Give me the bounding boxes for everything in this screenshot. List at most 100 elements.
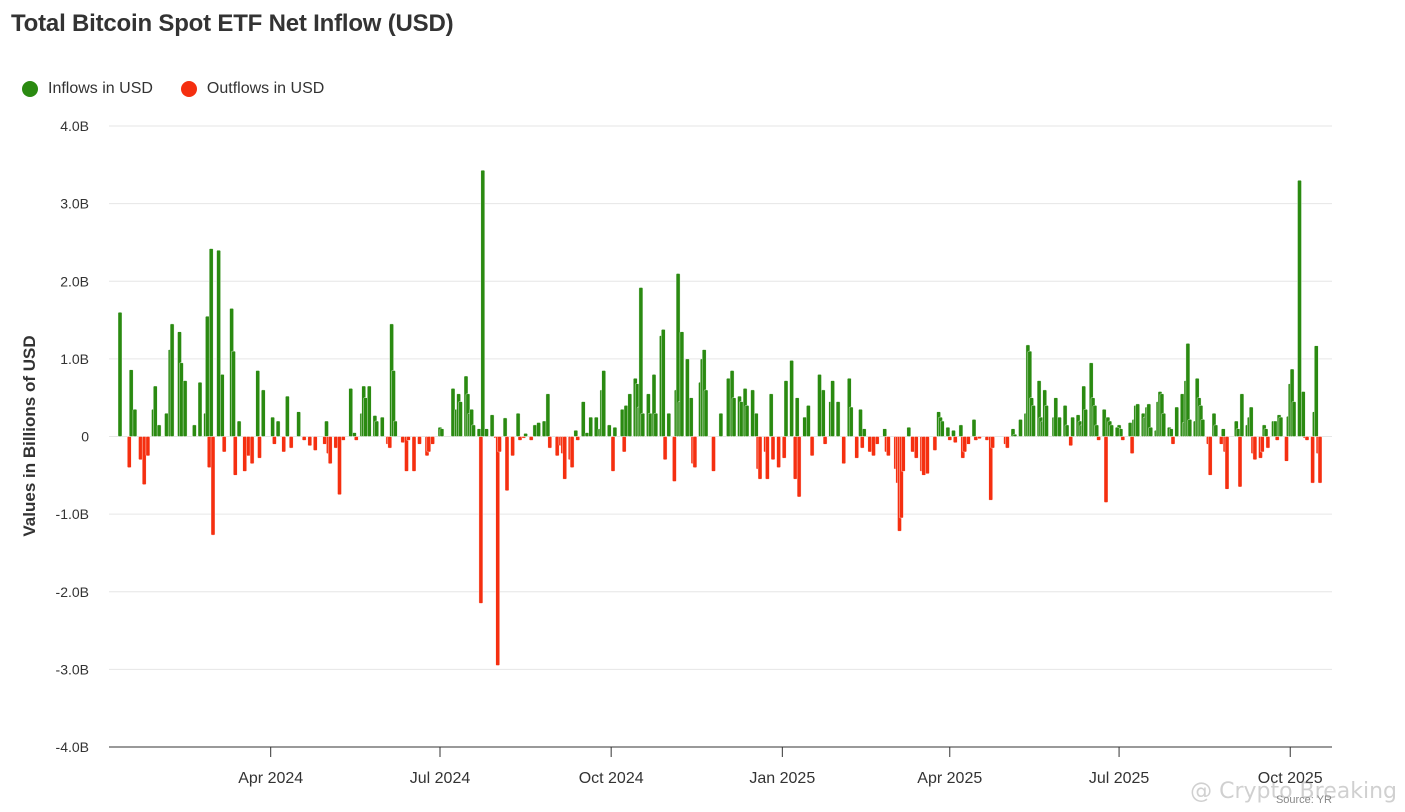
- bar-inflow[interactable]: [275, 420, 281, 437]
- bar-outflow[interactable]: [947, 436, 952, 441]
- bar-outflow[interactable]: [1129, 436, 1135, 454]
- bar-inflow[interactable]: [502, 417, 508, 437]
- bar-inflow[interactable]: [1297, 180, 1302, 437]
- bar-outflow[interactable]: [692, 436, 698, 468]
- bar-inflow[interactable]: [208, 248, 214, 437]
- bar-inflow[interactable]: [393, 420, 398, 437]
- bar-inflow[interactable]: [940, 420, 945, 437]
- bar-outflow[interactable]: [1224, 436, 1230, 490]
- bar-inflow[interactable]: [806, 405, 811, 437]
- bar-outflow[interactable]: [966, 436, 971, 445]
- bar-outflow[interactable]: [1304, 436, 1310, 441]
- bar-inflow[interactable]: [830, 380, 835, 437]
- bar-inflow[interactable]: [744, 405, 750, 437]
- bar-inflow[interactable]: [584, 432, 590, 437]
- bar-outflow[interactable]: [210, 436, 216, 536]
- bar-outflow[interactable]: [672, 436, 677, 482]
- bar-inflow[interactable]: [1109, 424, 1114, 437]
- bar-outflow[interactable]: [822, 436, 828, 445]
- bar-outflow[interactable]: [328, 436, 333, 464]
- bar-inflow[interactable]: [1064, 424, 1070, 437]
- bar-inflow[interactable]: [489, 414, 495, 437]
- bar-inflow[interactable]: [1127, 422, 1133, 437]
- bar-outflow[interactable]: [1274, 436, 1280, 441]
- bar-outflow[interactable]: [809, 436, 815, 457]
- bar-outflow[interactable]: [555, 436, 560, 457]
- bar-outflow[interactable]: [569, 436, 575, 468]
- bar-outflow[interactable]: [776, 436, 781, 468]
- bar-inflow[interactable]: [1185, 343, 1191, 437]
- bar-inflow[interactable]: [689, 397, 694, 437]
- bar-inflow[interactable]: [255, 370, 260, 437]
- bar-outflow[interactable]: [925, 436, 930, 474]
- bar-outflow[interactable]: [1170, 436, 1176, 445]
- bar-outflow[interactable]: [1068, 436, 1073, 447]
- bar-inflow[interactable]: [471, 424, 476, 437]
- bar-inflow[interactable]: [945, 427, 951, 437]
- bar-inflow[interactable]: [192, 424, 197, 437]
- bar-inflow[interactable]: [391, 370, 396, 437]
- bar-inflow[interactable]: [1118, 428, 1124, 437]
- bar-outflow[interactable]: [875, 436, 880, 445]
- bar-outflow[interactable]: [547, 436, 552, 449]
- bar-outflow[interactable]: [281, 436, 286, 453]
- bar-inflow[interactable]: [542, 420, 547, 437]
- bar-inflow[interactable]: [638, 287, 644, 437]
- bar-inflow[interactable]: [581, 401, 586, 437]
- bar-inflow[interactable]: [1200, 419, 1206, 437]
- bar-outflow[interactable]: [246, 436, 251, 457]
- bar-outflow[interactable]: [610, 436, 616, 472]
- bar-inflow[interactable]: [153, 385, 158, 437]
- bar-inflow[interactable]: [802, 416, 807, 437]
- bar-inflow[interactable]: [1161, 413, 1166, 437]
- bar-inflow[interactable]: [476, 428, 482, 437]
- bar-outflow[interactable]: [510, 436, 515, 457]
- bar-outflow[interactable]: [289, 436, 294, 449]
- bar-inflow[interactable]: [769, 393, 774, 437]
- bar-outflow[interactable]: [662, 436, 668, 460]
- bar-outflow[interactable]: [1260, 436, 1265, 453]
- bar-inflow[interactable]: [182, 380, 188, 437]
- bar-inflow[interactable]: [607, 424, 612, 437]
- bar-inflow[interactable]: [789, 360, 794, 437]
- bar-inflow[interactable]: [640, 413, 645, 437]
- bar-inflow[interactable]: [439, 428, 445, 437]
- bar-outflow[interactable]: [1237, 436, 1243, 488]
- bar-inflow[interactable]: [1278, 416, 1284, 437]
- bar-inflow[interactable]: [536, 422, 541, 437]
- bar-inflow[interactable]: [958, 424, 964, 437]
- bar-inflow[interactable]: [754, 413, 759, 437]
- bar-inflow[interactable]: [795, 397, 800, 437]
- bar-inflow[interactable]: [731, 397, 737, 437]
- bar-outflow[interactable]: [871, 436, 876, 457]
- bar-outflow[interactable]: [990, 436, 995, 449]
- bar-outflow[interactable]: [841, 436, 846, 464]
- bar-inflow[interactable]: [523, 433, 528, 437]
- bar-outflow[interactable]: [127, 436, 132, 468]
- bar-inflow[interactable]: [653, 413, 658, 437]
- bar-outflow[interactable]: [1317, 436, 1323, 484]
- bar-inflow[interactable]: [261, 389, 266, 437]
- bar-inflow[interactable]: [348, 388, 353, 437]
- bar-outflow[interactable]: [973, 436, 978, 441]
- bar-outflow[interactable]: [406, 436, 411, 441]
- bar-outflow[interactable]: [145, 436, 151, 457]
- bar-inflow[interactable]: [573, 430, 578, 437]
- bar-outflow[interactable]: [242, 436, 247, 472]
- bar-outflow[interactable]: [333, 436, 338, 449]
- bar-inflow[interactable]: [380, 416, 385, 437]
- bar-inflow[interactable]: [679, 331, 685, 437]
- bar-inflow[interactable]: [858, 409, 863, 437]
- bar-inflow[interactable]: [156, 424, 162, 437]
- bar-outflow[interactable]: [417, 436, 422, 445]
- bar-inflow[interactable]: [1057, 416, 1062, 437]
- bar-inflow[interactable]: [164, 413, 169, 437]
- bar-outflow[interactable]: [411, 436, 417, 472]
- bar-outflow[interactable]: [504, 436, 510, 491]
- bar-inflow[interactable]: [627, 393, 632, 437]
- bar-inflow[interactable]: [324, 420, 329, 437]
- bar-inflow[interactable]: [352, 432, 357, 437]
- bar-outflow[interactable]: [400, 436, 405, 443]
- bar-inflow[interactable]: [703, 389, 709, 437]
- bar-outflow[interactable]: [793, 436, 798, 480]
